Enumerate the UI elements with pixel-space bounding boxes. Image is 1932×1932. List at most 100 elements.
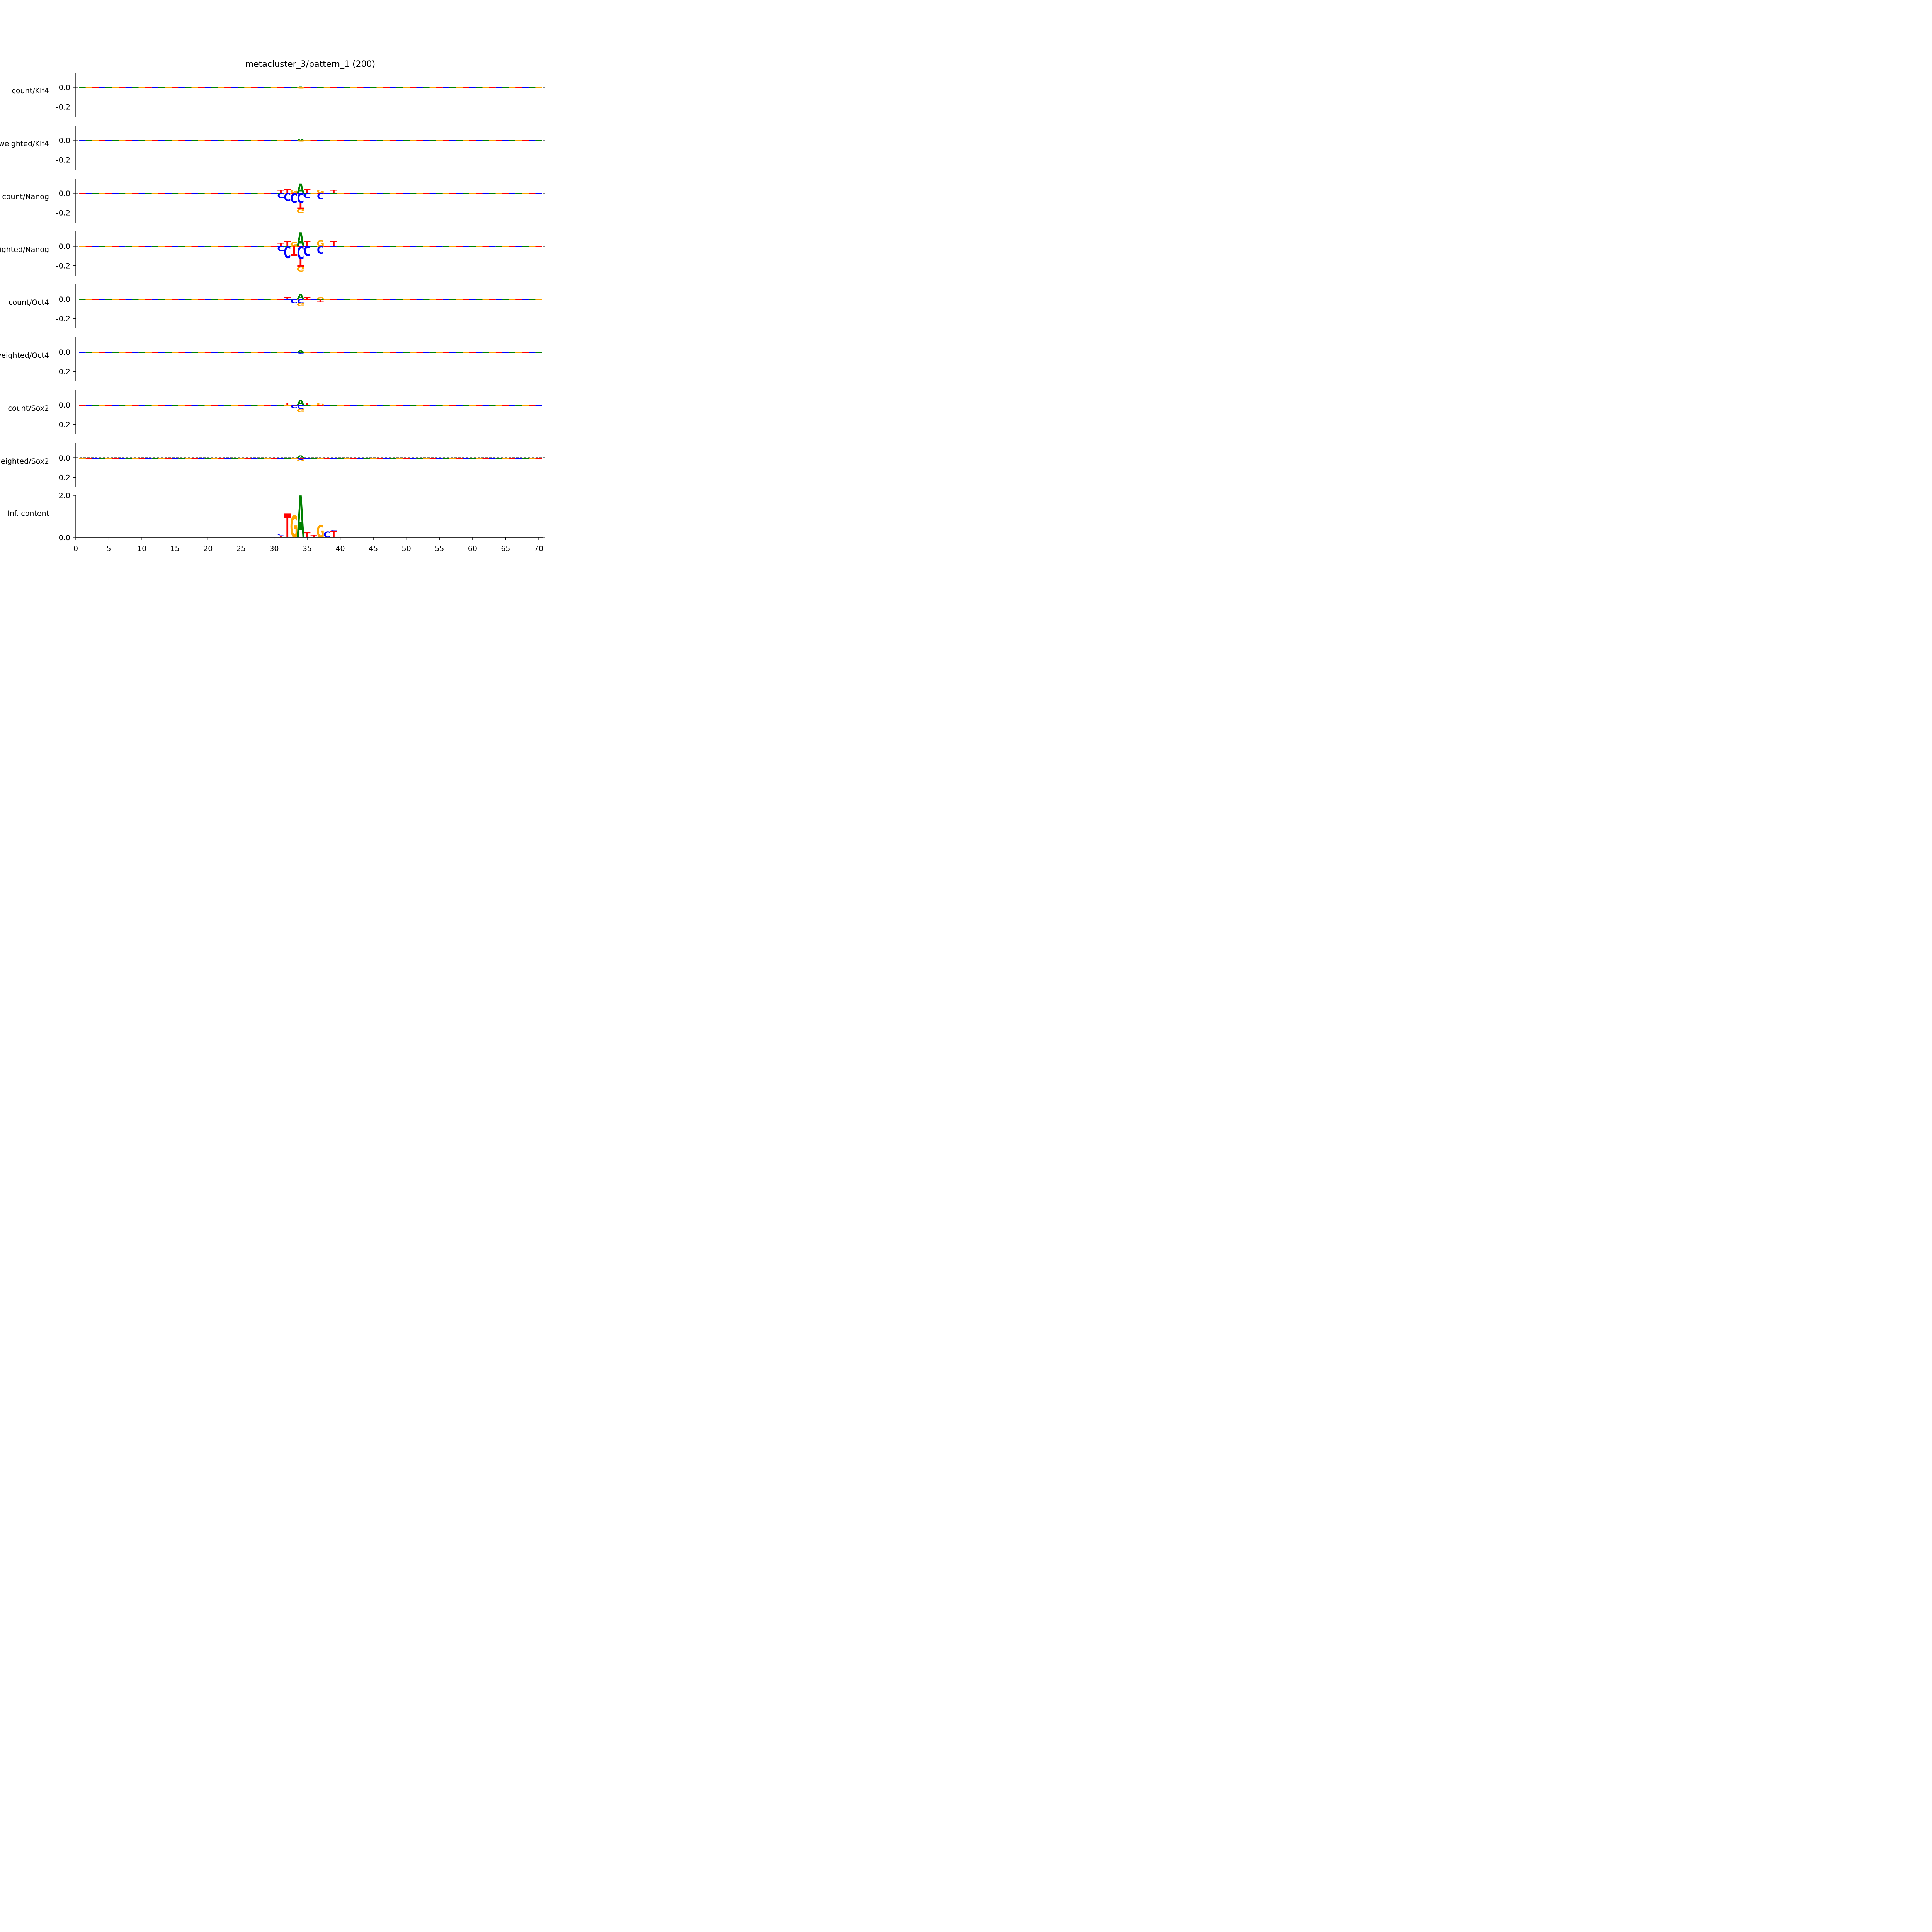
noise-mark: [165, 140, 172, 141]
logo-letter-T: T: [297, 201, 304, 210]
noise-mark: [231, 246, 238, 247]
noise-mark: [344, 405, 350, 406]
logo-letter-C: C: [284, 242, 291, 260]
noise-mark: [416, 193, 423, 194]
noise-mark: [291, 140, 298, 141]
noise-mark: [125, 140, 132, 141]
noise-mark: [297, 246, 304, 247]
noise-mark: [244, 405, 251, 406]
noise-mark: [317, 246, 324, 247]
noise-mark: [178, 87, 185, 88]
noise-mark: [423, 458, 430, 459]
noise-mark: [449, 246, 456, 247]
noise-mark: [370, 140, 377, 141]
noise-mark: [529, 87, 536, 88]
noise-mark: [476, 352, 483, 353]
noise-mark: [284, 299, 291, 300]
noise-mark: [185, 405, 192, 406]
noise-mark: [145, 405, 152, 406]
noise-mark: [344, 458, 350, 459]
panel-label: count/Sox2: [8, 404, 49, 413]
panel-label: count/Klf4: [12, 87, 49, 95]
logo-letter-C: C: [284, 190, 291, 203]
noise-mark: [165, 405, 172, 406]
noise-mark: [436, 299, 443, 300]
noise-mark: [132, 458, 139, 459]
noise-mark: [376, 246, 383, 247]
noise-mark: [423, 87, 430, 88]
noise-mark: [297, 140, 304, 141]
noise-mark: [198, 405, 205, 406]
noise-mark: [185, 140, 192, 141]
noise-mark: [376, 299, 383, 300]
noise-mark: [509, 405, 516, 406]
y-tick-label: -0.2: [56, 474, 70, 482]
noise-mark: [317, 87, 324, 88]
noise-mark: [357, 246, 364, 247]
noise-mark: [442, 458, 449, 459]
noise-mark: [429, 299, 436, 300]
x-tick-label: 50: [402, 544, 411, 553]
panel-label: count/Oct4: [9, 298, 49, 307]
noise-mark: [515, 193, 522, 194]
noise-mark: [270, 193, 277, 194]
noise-mark: [257, 299, 264, 300]
noise-mark: [291, 87, 298, 88]
noise-mark: [191, 87, 198, 88]
noise-mark: [145, 193, 152, 194]
noise-mark: [383, 193, 390, 194]
noise-mark: [125, 193, 132, 194]
noise-mark: [138, 87, 145, 88]
noise-mark: [429, 458, 436, 459]
noise-mark: [105, 458, 112, 459]
noise-mark: [529, 140, 536, 141]
noise-mark: [363, 87, 370, 88]
y-tick-label: -0.2: [56, 156, 70, 165]
noise-mark: [277, 246, 284, 247]
noise-mark: [231, 87, 238, 88]
logo-letter-G: G: [297, 302, 305, 306]
noise-mark: [456, 140, 463, 141]
noise-mark: [330, 352, 337, 353]
noise-mark: [198, 87, 205, 88]
logo-letter-A: A: [297, 86, 304, 88]
y-tick-label: -0.2: [56, 209, 70, 218]
noise-mark: [363, 299, 370, 300]
noise-mark: [489, 299, 496, 300]
noise-mark: [79, 458, 86, 459]
noise-mark: [231, 352, 238, 353]
noise-mark: [476, 87, 483, 88]
noise-mark: [376, 352, 383, 353]
noise-mark: [337, 458, 344, 459]
noise-mark: [403, 140, 410, 141]
noise-mark: [132, 352, 139, 353]
noise-mark: [383, 405, 390, 406]
noise-mark: [463, 352, 469, 353]
noise-mark: [482, 405, 489, 406]
noise-mark: [429, 193, 436, 194]
noise-mark: [211, 87, 218, 88]
noise-mark: [211, 193, 218, 194]
noise-mark: [99, 405, 106, 406]
noise-mark: [297, 352, 304, 353]
noise-mark: [99, 246, 106, 247]
noise-mark: [350, 352, 357, 353]
noise-mark: [264, 299, 271, 300]
noise-mark: [436, 352, 443, 353]
noise-mark: [495, 352, 502, 353]
noise-mark: [442, 352, 449, 353]
noise-mark: [317, 299, 324, 300]
noise-mark: [291, 458, 298, 459]
logo-letter-A: A: [297, 229, 304, 251]
noise-mark: [218, 299, 225, 300]
noise-mark: [410, 405, 417, 406]
noise-mark: [85, 246, 92, 247]
x-tick-label: 30: [269, 544, 279, 553]
noise-mark: [270, 405, 277, 406]
noise-mark: [132, 140, 139, 141]
noise-mark: [337, 299, 344, 300]
noise-mark: [304, 193, 311, 194]
noise-mark: [449, 193, 456, 194]
logo-letter-A: A: [297, 455, 304, 459]
noise-mark: [304, 458, 311, 459]
